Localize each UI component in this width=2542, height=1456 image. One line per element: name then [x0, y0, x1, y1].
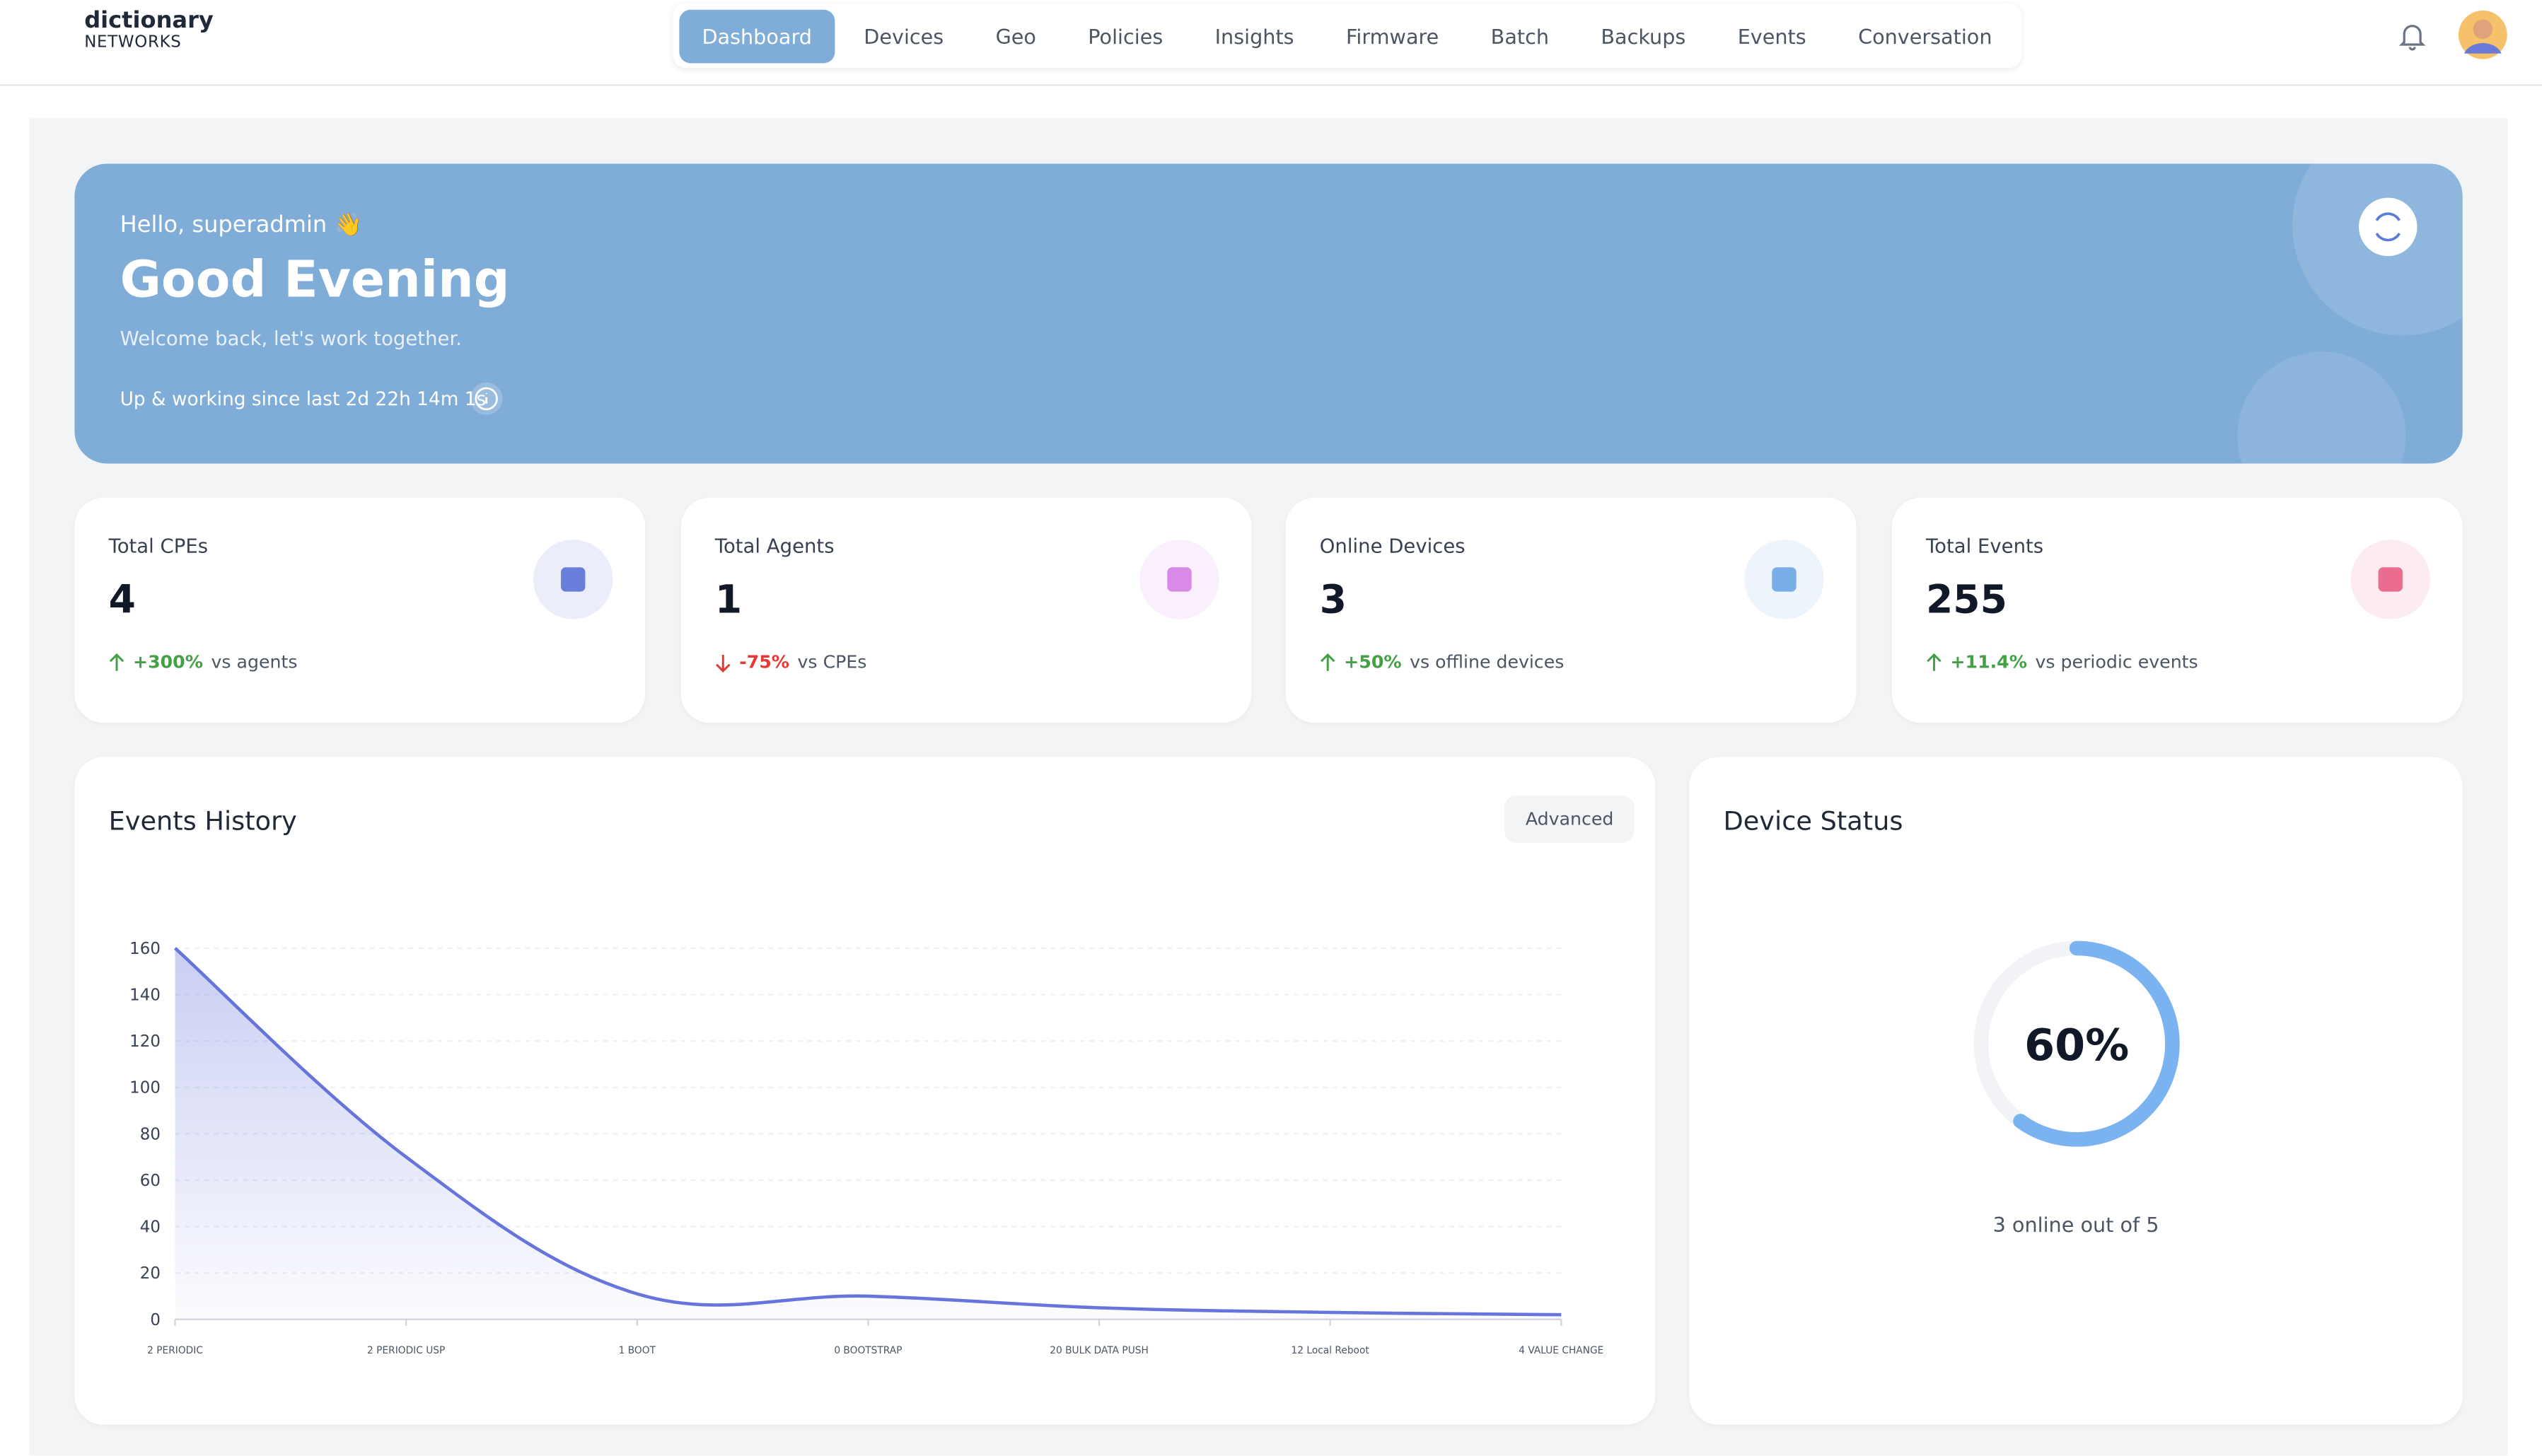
- stat-card: Total Agents 1 -75% vs CPEs: [680, 497, 1252, 723]
- card-note: vs periodic events: [2035, 651, 2198, 673]
- card-change-row: +11.4% vs periodic events: [1926, 651, 2198, 672]
- trend-arrow: [1927, 652, 1942, 670]
- donut-label: 60%: [2024, 1020, 2129, 1071]
- card-value: 255: [1926, 576, 2007, 623]
- icon-glyph: [1167, 567, 1192, 592]
- card-icon: [2350, 540, 2430, 619]
- greeting: Hello, superadmin 👋: [120, 212, 363, 238]
- nav-bar: Dashboard Devices Geo Policies Insights Firmw…: [673, 3, 2021, 69]
- nav-item[interactable]: Events: [1737, 23, 1806, 48]
- card-title: Total Events: [1926, 535, 2044, 558]
- logo-top: dictionary: [84, 8, 214, 35]
- uptime: Up & working since last 2d 22h 14m 1s: [120, 387, 487, 410]
- y-tick-label: 0: [150, 1311, 161, 1329]
- nav-item[interactable]: Firmware: [1345, 23, 1439, 48]
- nav-item[interactable]: Policies: [1088, 23, 1163, 48]
- y-tick-label: 120: [129, 1032, 161, 1051]
- stat-card: Online Devices 3 +50% vs offline devices: [1285, 497, 1857, 723]
- avatar[interactable]: [2458, 10, 2508, 60]
- nav-item[interactable]: Devices: [864, 23, 944, 48]
- card-change-row: +300% vs agents: [109, 651, 298, 673]
- stat-card: Total CPEs 4 +300% vs agents: [74, 497, 646, 723]
- x-tick-label: 20 BULK DATA PUSH: [1050, 1345, 1149, 1356]
- y-tick-label: 100: [129, 1079, 161, 1097]
- x-tick-label: 0 BOOTSTRAP: [834, 1345, 902, 1356]
- nav-item[interactable]: Batch: [1490, 23, 1550, 48]
- x-tick-label: 2 PERIODIC: [147, 1345, 203, 1356]
- stat-card: Total Events 255 +11.4% vs periodic events: [1891, 497, 2463, 723]
- nav-item[interactable]: Dashboard: [679, 8, 835, 63]
- card-icon: [1744, 540, 1824, 619]
- card-value: 4: [108, 576, 136, 623]
- status-panel: Device Status 3 online out of 5: [1689, 757, 2463, 1425]
- card-change-row: +50% vs offline devices: [1320, 651, 1565, 673]
- nav-item[interactable]: Backups: [1601, 23, 1686, 48]
- card-change: +50%: [1344, 651, 1402, 673]
- card-title: Online Devices: [1319, 535, 1466, 558]
- panel-title: Events History: [108, 805, 297, 837]
- info-icon[interactable]: [468, 381, 504, 417]
- donut-arc: [1973, 940, 2180, 1147]
- area: [175, 948, 1562, 1320]
- icon-glyph: [1772, 567, 1797, 592]
- nav-item[interactable]: Conversation: [1858, 23, 1992, 48]
- logo[interactable]: dictionary NETWORKS: [84, 10, 214, 55]
- icon-glyph: [2378, 567, 2403, 592]
- card-value: 3: [1319, 576, 1347, 623]
- top-bar: dictionary NETWORKS Dashboard Devices Geo P…: [0, 0, 2542, 86]
- card-change: +11.4%: [1950, 651, 2028, 673]
- card-change-row: -75% vs CPEs: [715, 651, 867, 673]
- x-tick-label: 12 Local Reboot: [1292, 1345, 1370, 1356]
- card-change: -75%: [739, 651, 790, 673]
- x-tick-label: 1 BOOT: [619, 1345, 656, 1356]
- nav-item[interactable]: Geo: [995, 23, 1036, 48]
- hero-title: Good Evening: [120, 251, 510, 310]
- card-title: Total Agents: [714, 535, 835, 558]
- bell-icon[interactable]: [2396, 20, 2429, 52]
- card-note: vs CPEs: [797, 651, 867, 673]
- panel-title: Device Status: [1723, 805, 1903, 837]
- logo-bottom: NETWORKS: [84, 34, 182, 52]
- card-icon: [1139, 540, 1219, 619]
- y-tick-label: 20: [140, 1264, 161, 1283]
- advanced-button[interactable]: Advanced: [1504, 796, 1635, 843]
- status-caption: 3 online out of 5: [1992, 1212, 2159, 1237]
- hero-subtitle: Welcome back, let's work together.: [120, 327, 462, 351]
- y-tick-label: 160: [129, 940, 161, 958]
- card-change: +300%: [132, 651, 203, 673]
- icon-glyph: [561, 567, 586, 592]
- x-tick-label: 4 VALUE CHANGE: [1519, 1345, 1603, 1356]
- card-icon: [533, 540, 613, 619]
- card-note: vs agents: [211, 651, 298, 673]
- y-tick-label: 140: [129, 986, 161, 1005]
- trend-arrow: [109, 652, 124, 670]
- nav-item[interactable]: Insights: [1214, 23, 1294, 48]
- y-tick-label: 40: [140, 1218, 161, 1237]
- y-tick-label: 60: [140, 1172, 161, 1190]
- card-note: vs offline devices: [1410, 651, 1565, 673]
- card-title: Total CPEs: [108, 535, 209, 558]
- line: [174, 947, 1562, 1317]
- y-tick-label: 80: [140, 1125, 161, 1143]
- trend-arrow: [1321, 652, 1335, 670]
- hero-banner: Hello, superadmin 👋 Good Evening Welcome…: [74, 163, 2463, 464]
- x-tick-label: 2 PERIODIC USP: [367, 1345, 445, 1356]
- trend-arrow: [716, 653, 731, 672]
- hero-decor: [2237, 163, 2463, 464]
- card-value: 1: [714, 576, 743, 623]
